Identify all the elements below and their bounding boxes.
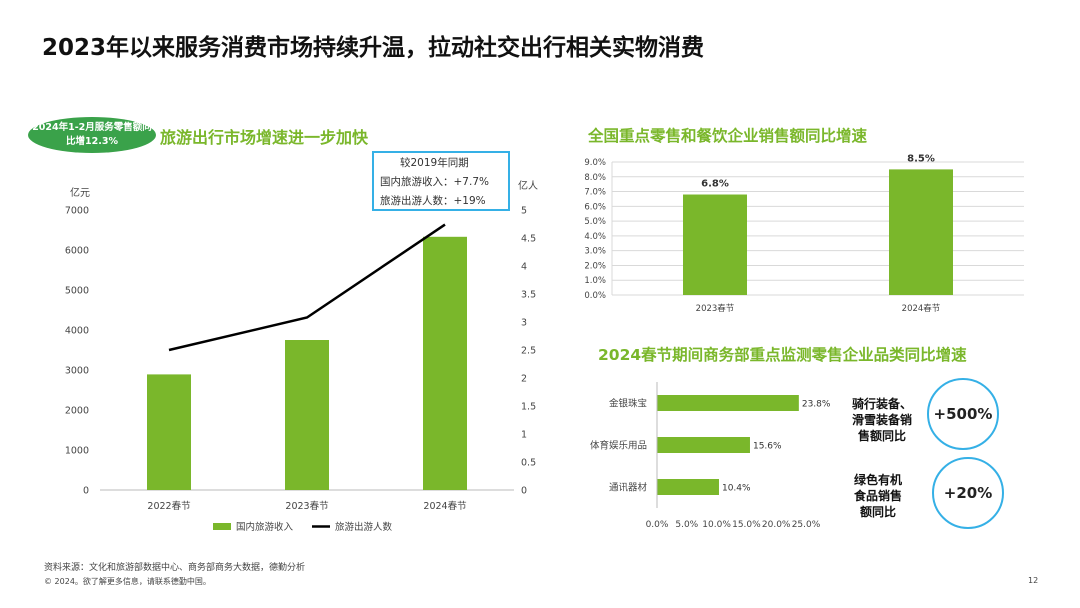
x-tick-label: 2024春节 (902, 303, 941, 314)
legend-swatch-revenue (213, 523, 231, 530)
y2-axis-label: 亿人 (518, 179, 538, 192)
y-tick-label: 8.0% (584, 173, 606, 183)
data-label: 23.8% (802, 400, 831, 410)
legend-label-visitors: 旅游出游人数 (335, 521, 393, 533)
y-axis-label: 亿元 (70, 186, 90, 199)
y2-tick-label: 3.5 (521, 290, 536, 301)
services-retail-badge: 2024年1-2月服务零售额同比增12.3% (28, 117, 156, 153)
y-tick-label: 0.0% (584, 291, 606, 301)
y-tick-label: 1000 (65, 446, 89, 457)
source-note: 资料来源：文化和旅游部数据中心、商务部商务大数据，德勤分析 (44, 563, 306, 573)
data-label: 15.6% (753, 442, 782, 452)
y2-tick-label: 2.5 (521, 346, 536, 357)
organic-food-circle: +20% (932, 457, 1004, 529)
cycling-ski-circle: +500% (927, 378, 999, 450)
visitors-line (168, 223, 446, 352)
page-title: 2023年以来服务消费市场持续升温，拉动社交出行相关实物消费 (42, 35, 705, 61)
data-label: 10.4% (722, 484, 751, 494)
y-tick-label: 通讯器材 (609, 482, 648, 494)
x-tick-label: 2023春节 (285, 500, 328, 512)
y-tick-label: 5000 (65, 286, 89, 297)
y-tick-label: 1.0% (584, 276, 606, 286)
category-bar (657, 395, 799, 411)
y-tick-label: 9.0% (584, 158, 606, 168)
x-tick-label: 15.0% (732, 520, 761, 530)
y2-tick-label: 4.5 (521, 234, 536, 245)
x-tick-label: 0.0% (646, 520, 669, 530)
y2-tick-label: 1.5 (521, 402, 536, 413)
organic-food-label: 绿色有机 食品销售 额同比 (853, 473, 902, 519)
y-tick-label: 4000 (65, 326, 89, 337)
y-tick-label: 0 (83, 486, 89, 497)
y-tick-label: 2000 (65, 406, 89, 417)
y2-tick-label: 3 (521, 318, 527, 329)
x-tick-label: 5.0% (675, 520, 698, 530)
comparison-callout: 较2019年同期 国内旅游收入：+7.7% 旅游出游人数：+19% (372, 151, 510, 211)
y2-tick-label: 0 (521, 486, 527, 497)
y2-tick-label: 4 (521, 262, 527, 273)
data-label: 6.8% (701, 179, 729, 190)
y2-tick-label: 0.5 (521, 458, 536, 469)
y-tick-label: 5.0% (584, 217, 606, 227)
y-tick-label: 6000 (65, 246, 89, 257)
callout-visitors: 旅游出游人数：+19% (380, 195, 486, 207)
y-tick-label: 7.0% (584, 188, 606, 198)
x-tick-label: 25.0% (792, 520, 821, 530)
x-tick-label: 2023春节 (696, 303, 735, 314)
x-tick-label: 2022春节 (147, 500, 190, 512)
legend-label-revenue: 国内旅游收入 (236, 521, 294, 533)
x-tick-label: 10.0% (702, 520, 731, 530)
data-label: 8.5% (907, 153, 935, 164)
y-tick-label: 3000 (65, 366, 89, 377)
tourism-chart-title: 旅游出行市场增速进一步加快 (160, 128, 369, 147)
y2-tick-label: 1 (521, 430, 527, 441)
y-tick-label: 体育娱乐用品 (590, 440, 647, 452)
retail-bar (683, 194, 747, 295)
retail-bar (889, 169, 953, 295)
y-tick-label: 金银珠宝 (609, 398, 647, 410)
revenue-bar (147, 374, 191, 490)
x-tick-label: 20.0% (762, 520, 791, 530)
category-bar (657, 437, 750, 453)
y2-tick-label: 5 (521, 206, 527, 217)
y-tick-label: 6.0% (584, 202, 606, 212)
callout-revenue: 国内旅游收入：+7.7% (380, 176, 489, 188)
callout-title: 较2019年同期 (400, 157, 469, 169)
y-tick-label: 3.0% (584, 247, 606, 257)
x-tick-label: 2024春节 (423, 500, 466, 512)
y-tick-label: 7000 (65, 206, 89, 217)
category-chart-title: 2024春节期间商务部重点监测零售企业品类同比增速 (598, 346, 967, 364)
retail-chart-title: 全国重点零售和餐饮企业销售额同比增速 (588, 127, 868, 145)
cycling-ski-label: 骑行装备、 滑雪装备销 售额同比 (851, 397, 912, 443)
y-tick-label: 4.0% (584, 232, 606, 242)
page-number: 12 (1028, 576, 1039, 585)
y-tick-label: 2.0% (584, 261, 606, 271)
revenue-bar (423, 236, 467, 490)
revenue-bar (285, 340, 329, 490)
category-bar (657, 479, 719, 495)
y2-tick-label: 2 (521, 374, 527, 385)
copyright: © 2024。欲了解更多信息，请联系德勤中国。 (44, 577, 211, 586)
